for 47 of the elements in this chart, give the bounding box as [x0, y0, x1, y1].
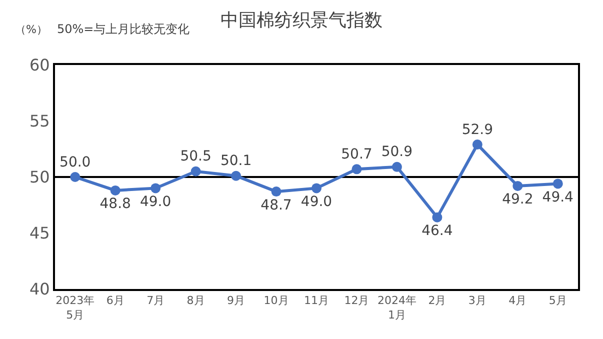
point: [552, 178, 563, 189]
point: [512, 180, 523, 191]
data-label: 52.9: [462, 122, 494, 138]
x-tick-label: 7月: [146, 294, 165, 308]
y-tick-label: 45: [29, 224, 50, 243]
data-label: 50.9: [381, 144, 413, 160]
x-tick-label: 6月: [106, 294, 124, 308]
y-tick-label: 50: [29, 168, 50, 187]
y-tick-label: 40: [29, 280, 50, 299]
x-tick-label: 4月: [508, 294, 527, 308]
x-tick-label: 10月: [264, 294, 289, 308]
x-tick-label: 5月: [548, 294, 567, 308]
y-axis-title: （%）: [15, 23, 48, 36]
x-tick-label: 9月: [227, 294, 246, 308]
point: [190, 166, 201, 176]
point: [150, 183, 161, 194]
y-tick-label: 60: [29, 56, 50, 75]
point: [271, 186, 282, 197]
point: [432, 212, 442, 222]
point: [472, 140, 482, 150]
data-label: 49.2: [502, 192, 534, 208]
x-tick-label: 8月: [186, 294, 205, 308]
x-tick-label: 2月: [428, 294, 446, 308]
x-tick-label: 2024年 1月: [377, 294, 416, 322]
x-tick-label: 12月: [344, 294, 370, 308]
data-label: 50.1: [220, 153, 252, 170]
data-label: 50.5: [180, 148, 212, 165]
x-tick-label: 2023年 5月: [56, 294, 95, 322]
data-label: 50.0: [60, 154, 91, 170]
data-label: 49.4: [542, 189, 574, 206]
chart-title: 中国棉纺织景气指数: [220, 10, 382, 32]
x-tick-label: 11月: [304, 294, 329, 308]
x-tick-label: 3月: [468, 294, 486, 308]
point: [70, 172, 80, 182]
point: [392, 162, 402, 172]
point: [352, 164, 362, 174]
data-label: 49.0: [140, 194, 172, 210]
data-label: 50.7: [341, 146, 372, 162]
chart-subtitle: 50%=与上月比较无变化: [57, 22, 190, 36]
data-label: 46.4: [422, 223, 453, 240]
y-tick-label: 55: [29, 112, 50, 131]
data-label: 49.0: [300, 194, 332, 210]
data-label: 48.7: [260, 197, 292, 214]
point: [312, 183, 322, 194]
point: [231, 170, 242, 181]
point: [110, 185, 120, 196]
data-label: 48.8: [100, 196, 131, 212]
